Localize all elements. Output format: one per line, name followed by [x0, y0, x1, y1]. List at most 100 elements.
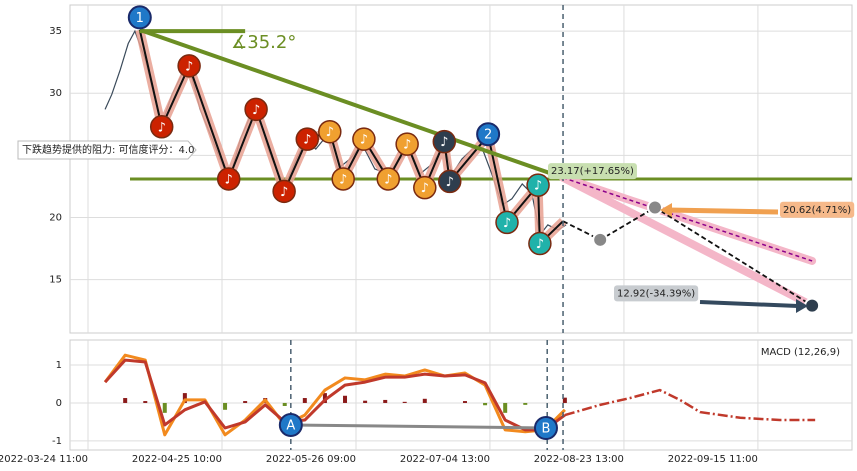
pattern-note [352, 127, 376, 151]
pattern-note [272, 179, 296, 204]
divergence-marker [533, 416, 558, 440]
projection-node [592, 231, 609, 248]
pattern-note [149, 115, 174, 139]
note-symbol: ♪ [536, 237, 544, 252]
note-symbol: ♪ [339, 172, 347, 187]
histogram-bar [143, 401, 148, 403]
pattern-note [376, 167, 401, 191]
resistance-box [17, 140, 197, 160]
note-symbol: ♪ [403, 138, 411, 153]
projection-band [559, 173, 817, 310]
pattern-note [438, 169, 462, 194]
macd-line [103, 353, 566, 437]
histogram-bar [302, 398, 307, 403]
note-symbol: ♪ [303, 133, 311, 148]
target-box [614, 285, 699, 302]
histogram-bar [182, 393, 187, 403]
histogram-bar [402, 401, 407, 403]
target-box [548, 163, 637, 180]
wave-marker [476, 122, 501, 147]
note-symbol: ♪ [446, 175, 454, 190]
histogram-bar [282, 402, 287, 406]
x-tick-label: 2022-09-15 11:00 [668, 454, 758, 465]
y-tick-label: -1 [52, 436, 62, 447]
projection-node [646, 199, 663, 216]
y-tick-label: 1 [56, 360, 62, 371]
pattern-note [295, 127, 320, 151]
target-arrow-head [796, 299, 808, 313]
histogram-bar [383, 399, 388, 403]
pattern-note [216, 167, 241, 191]
pattern-note [432, 129, 457, 154]
y-tick-label: 30 [49, 88, 62, 99]
y-tick-label: 20 [49, 212, 62, 223]
note-symbol: ♪ [440, 135, 448, 150]
histogram-bar [162, 402, 167, 413]
divergence-line [290, 423, 547, 430]
histogram-bar [562, 397, 567, 403]
divergence-marker-label: A [286, 418, 295, 433]
macd-line [103, 358, 566, 432]
histogram-bar [422, 398, 427, 403]
note-symbol: ♪ [225, 172, 233, 187]
x-tick-label: 2022-07-04 13:00 [400, 454, 490, 465]
x-tick-label: 2022-04-25 10:00 [132, 454, 222, 465]
histogram-bar [523, 402, 528, 405]
pattern-note [244, 97, 268, 122]
y-tick-label: 0 [56, 398, 62, 409]
target-label: 23.17(+17.65%) [551, 166, 634, 177]
pattern-note [177, 54, 201, 78]
note-symbol: ♪ [280, 185, 288, 200]
note-symbol: ♪ [185, 59, 193, 74]
x-tick-label: 2022-08-23 13:00 [534, 454, 624, 465]
note-symbol: ♪ [360, 133, 368, 148]
histogram-bar [322, 393, 327, 403]
target-arrow-head [660, 203, 672, 217]
resistance-label: 下跌趋势提供的阻力: 可信度评分：4.0 [22, 143, 194, 156]
target-label: 12.92(-34.39%) [617, 288, 695, 299]
target-label: 20.62(4.71%) [783, 205, 851, 216]
x-tick-label: 2022-05-26 09:00 [266, 454, 356, 465]
wave-marker-label: 1 [136, 11, 144, 26]
divergence-marker-label: B [542, 422, 551, 437]
y-tick-label: 15 [49, 275, 62, 286]
projection-line [562, 176, 813, 262]
histogram-bar [223, 402, 228, 410]
histogram-bar [123, 398, 128, 403]
pattern-note [395, 132, 419, 156]
histogram-bar [243, 401, 248, 403]
pattern-note [413, 175, 437, 200]
angle-label: ∡35.2° [231, 32, 296, 53]
y-tick-label: 35 [49, 26, 62, 37]
wave-marker-label: 2 [484, 128, 492, 143]
pattern-note [318, 119, 342, 144]
pattern-note [526, 173, 550, 197]
histogram-bar [483, 402, 488, 406]
histogram-bar [343, 395, 348, 403]
divergence-marker [278, 412, 303, 437]
pattern-note [495, 210, 519, 235]
histogram-bar [503, 402, 508, 413]
note-symbol: ♪ [158, 120, 166, 135]
wave-marker [127, 5, 152, 30]
target-arrow [699, 300, 799, 308]
note-symbol: ♪ [384, 172, 392, 187]
pattern-note [331, 167, 355, 191]
macd-title: MACD (12,26,9) [761, 347, 840, 358]
note-symbol: ♪ [326, 125, 334, 140]
macd-panel [69, 339, 853, 451]
target-box [780, 201, 855, 218]
x-tick-label: 2022-03-24 11:00 [0, 454, 88, 465]
macd-projection [564, 388, 816, 422]
trend-line [139, 27, 564, 180]
histogram-bar [462, 401, 467, 403]
zigzag-line [138, 29, 564, 246]
note-symbol: ♪ [503, 216, 511, 231]
target-arrow [667, 207, 779, 215]
note-symbol: ♪ [534, 179, 542, 194]
histogram-bar [363, 400, 368, 403]
projection-path [562, 206, 813, 307]
pattern-note [528, 231, 552, 256]
note-symbol: ♪ [421, 181, 429, 196]
